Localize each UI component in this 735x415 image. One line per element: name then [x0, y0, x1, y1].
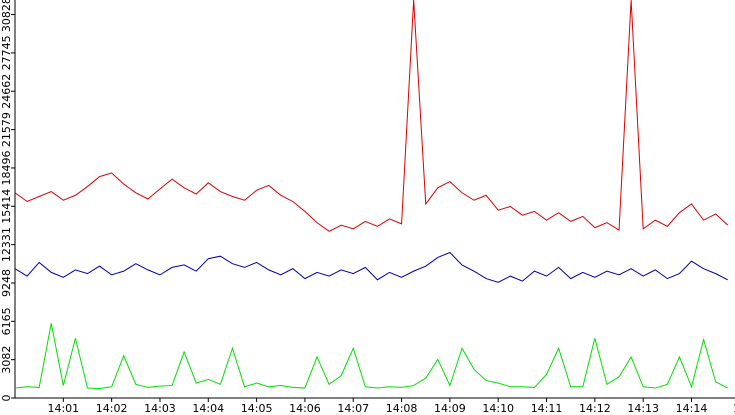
y-tick-label: 27745: [0, 35, 13, 70]
x-tick-label: 14:11: [531, 402, 563, 415]
y-tick-label: 0: [0, 395, 13, 402]
y-tick-label: 9248: [0, 269, 13, 297]
x-tick-label: 14:01: [47, 402, 79, 415]
x-tick-label: 14:04: [192, 402, 224, 415]
series-line: [15, 0, 729, 232]
y-tick-label: 12331: [0, 227, 13, 262]
x-tick-label: 14:05: [241, 402, 273, 415]
y-tick-label: 3082: [0, 346, 13, 374]
y-tick-label: 21579: [0, 112, 13, 147]
series-line: [15, 251, 728, 283]
plot-area: [15, 0, 729, 390]
x-tick-label: 14:02: [96, 402, 128, 415]
y-tick-label: 30828: [0, 0, 13, 32]
x-tick-label: 14:07: [337, 402, 369, 415]
y-tick-label: 6165: [0, 307, 13, 335]
x-tick-label: 14:03: [144, 402, 176, 415]
x-tick-label: 14:12: [579, 402, 611, 415]
y-tick-label: 18496: [0, 150, 13, 185]
x-tick-label: 14: [733, 402, 735, 415]
x-tick-label: 14:06: [289, 402, 321, 415]
x-tick-label: 14:13: [627, 402, 659, 415]
x-tick-label: 14:14: [676, 402, 708, 415]
y-tick-label: 15414: [0, 189, 13, 224]
y-tick-label: 24662: [0, 74, 13, 109]
x-tick-label: 14:09: [434, 402, 466, 415]
x-tick-label: 14:10: [482, 402, 514, 415]
x-tick-label: 14:08: [386, 402, 418, 415]
series-line: [15, 323, 728, 390]
